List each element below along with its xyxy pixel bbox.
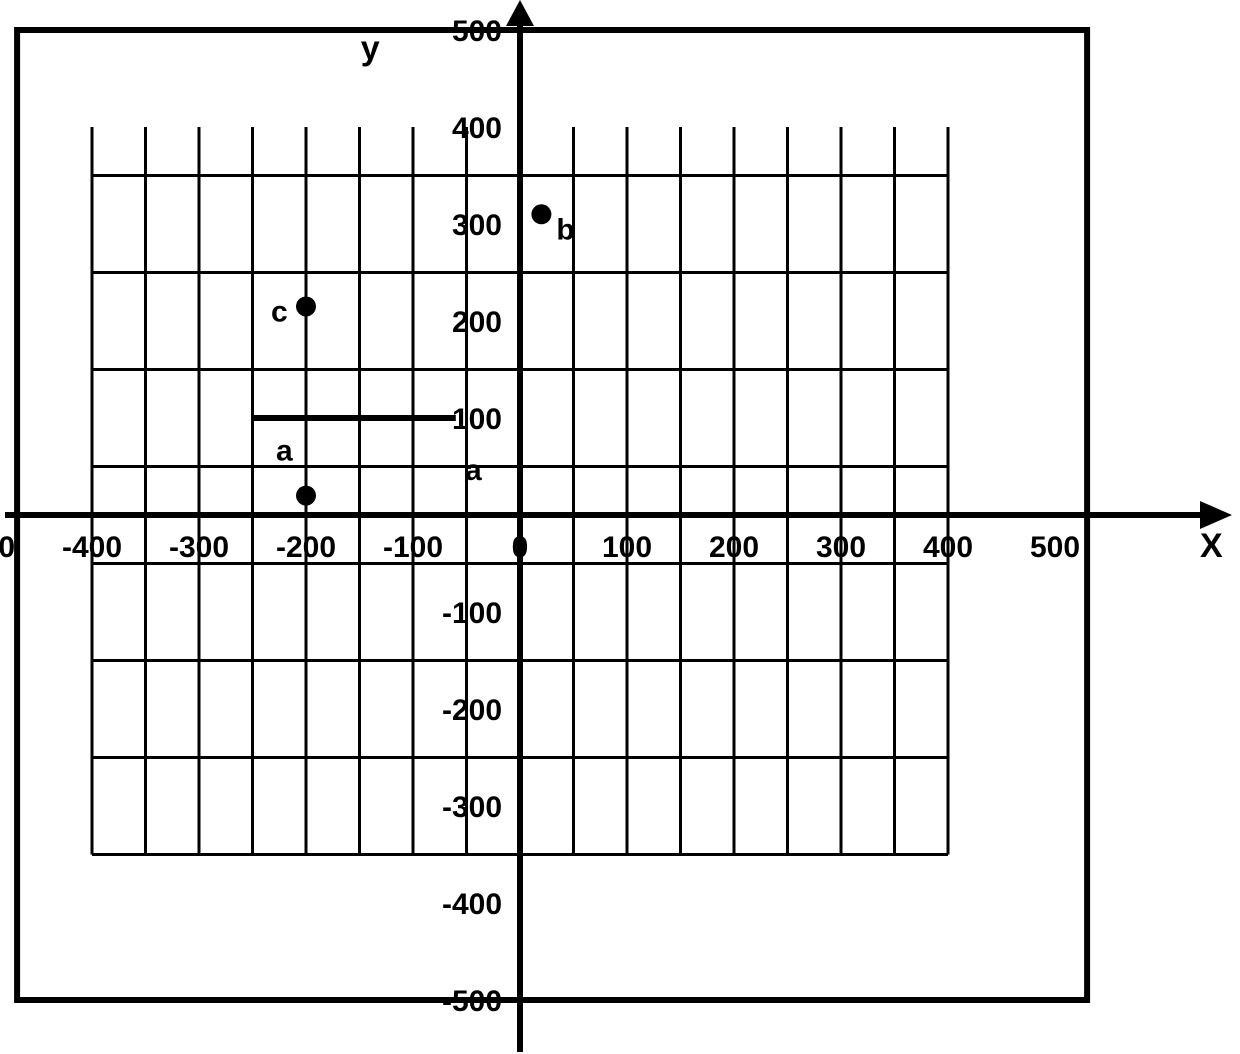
x-tick-label: 100 (602, 531, 652, 564)
y-tick-label: -300 (442, 791, 502, 824)
y-axis-arrow (506, 0, 534, 26)
x-tick-label: -100 (383, 531, 443, 564)
point-label-b: b (556, 213, 574, 246)
y-tick-label: -500 (442, 985, 502, 1018)
x-tick-label: 0 (512, 531, 529, 564)
y-axis-title: y (361, 29, 380, 67)
point-label-a: a (276, 435, 293, 468)
x-tick-label: -200 (276, 531, 336, 564)
y-tick-label: 500 (452, 15, 502, 48)
point-label-c: c (271, 295, 288, 328)
chart-svg: -500 -400 -300 -200 -100 0 100 200 300 400 500 -500… (0, 0, 1240, 1054)
y-tick-label: -400 (442, 888, 502, 921)
point-b (531, 204, 551, 224)
y-tick-label: 200 (452, 306, 502, 339)
point-c (296, 296, 316, 316)
point-a (296, 486, 316, 506)
y-tick-label: 300 (452, 209, 502, 242)
x-tick-label: 300 (816, 531, 866, 564)
x-tick-label: 200 (709, 531, 759, 564)
coordinate-chart: -500 -400 -300 -200 -100 0 100 200 300 400 500 -500… (0, 0, 1240, 1054)
y-tick-label: 400 (452, 112, 502, 145)
x-axis-title: X (1200, 527, 1223, 565)
y-tick-label: -100 (442, 597, 502, 630)
x-tick-label: -500 (0, 531, 15, 564)
x-axis-arrow (1200, 501, 1232, 529)
y-tick-label: -200 (442, 694, 502, 727)
x-tick-label: -400 (62, 531, 122, 564)
y-tick-label: 100 (452, 403, 502, 436)
x-tick-label: 500 (1030, 531, 1080, 564)
x-tick-label: 400 (923, 531, 973, 564)
x-tick-label: -300 (169, 531, 229, 564)
point-label-a2: a (465, 454, 482, 487)
